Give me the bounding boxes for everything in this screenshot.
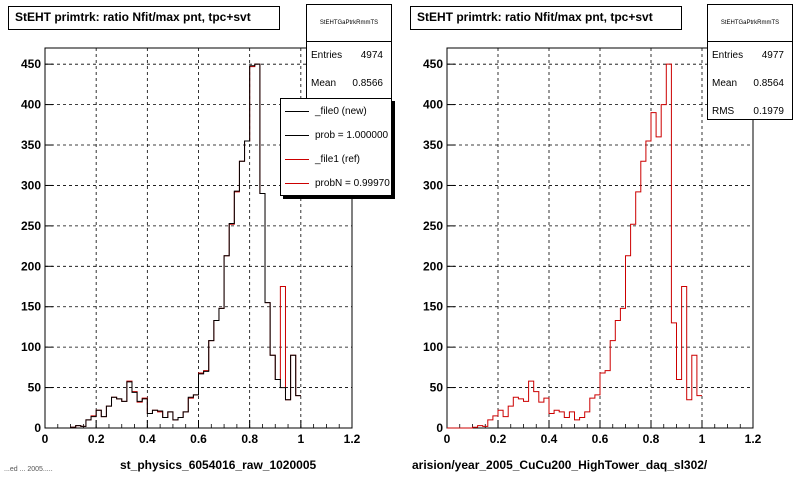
right-y-tick-label: 300	[423, 178, 443, 192]
left-footer-label: st_physics_6054016_raw_1020005	[120, 458, 317, 472]
legend-swatch-probn	[285, 182, 309, 184]
right-stats-name: StEHTGaPtrkRmmTS	[708, 5, 792, 42]
left-plot-title-text: StEHT primtrk: ratio Nfit/max pnt, tpc+s…	[15, 10, 251, 24]
left-x-tick-label: 0.2	[88, 432, 105, 446]
right-x-tick-label: 0.8	[643, 432, 660, 446]
left-y-tick-label: 0	[34, 421, 41, 435]
left-x-tick-label: 0	[42, 432, 49, 446]
right-mean-value: 0.8564	[753, 78, 784, 89]
right-y-tick-label: 400	[423, 98, 443, 112]
right-mean-label: Mean	[712, 78, 738, 89]
right-stats-box: StEHTGaPtrkRmmTS Entries 4977 Mean 0.856…	[707, 4, 793, 120]
left-series-file0-new	[45, 63, 301, 429]
legend-swatch-file1	[285, 158, 309, 160]
right-entries-value: 4977	[761, 50, 784, 61]
right-plot-title-text: StEHT primtrk: ratio Nfit/max pnt, tpc+s…	[417, 10, 653, 24]
right-stats-rms: RMS 0.1979	[708, 98, 792, 126]
legend-label-file1: _file1 (ref)	[315, 153, 361, 165]
left-y-tick-label: 250	[21, 219, 41, 233]
legend-label-probn: probN = 0.99970	[315, 177, 390, 189]
left-stats-mean: Mean 0.8566	[307, 70, 391, 98]
right-y-tick-label: 350	[423, 138, 443, 152]
left-entries-value: 4974	[360, 50, 383, 61]
bottom-note: ...ed ... 2005.....	[4, 466, 53, 473]
right-plot-title: StEHT primtrk: ratio Nfit/max pnt, tpc+s…	[410, 6, 682, 30]
right-y-tick-label: 150	[423, 300, 443, 314]
left-y-tick-label: 100	[21, 340, 41, 354]
left-mean-label: Mean	[311, 78, 337, 89]
left-legend: _file0 (new) prob = 1.000000 _file1 (ref…	[280, 98, 392, 196]
right-entries-label: Entries	[712, 50, 744, 61]
right-y-tick-label: 50	[430, 381, 444, 395]
right-x-tick-label: 0.6	[592, 432, 609, 446]
left-x-tick-label: 1.2	[344, 432, 361, 446]
left-stats-entries: Entries 4974	[307, 42, 391, 70]
right-stats-entries: Entries 4977	[708, 42, 792, 70]
right-x-tick-label: 1.2	[745, 432, 762, 446]
left-x-tick-label: 0.8	[241, 432, 258, 446]
right-y-tick-label: 250	[423, 219, 443, 233]
right-y-tick-label: 0	[436, 421, 443, 435]
right-rms-value: 0.1979	[753, 106, 784, 117]
left-y-tick-label: 400	[21, 98, 41, 112]
right-x-tick-label: 1	[699, 432, 706, 446]
left-y-tick-label: 300	[21, 178, 41, 192]
legend-label-prob: prob = 1.000000	[315, 129, 389, 141]
right-footer-label: arision/year_2005_CuCu200_HighTower_daq_…	[412, 458, 708, 472]
left-y-tick-label: 150	[21, 300, 41, 314]
right-x-tick-label: 0	[444, 432, 451, 446]
left-x-tick-label: 0.6	[190, 432, 207, 446]
right-stats-mean: Mean 0.8564	[708, 70, 792, 98]
left-stats-box: StEHTGaPtrkRmmTS Entries 4974 Mean 0.856…	[306, 4, 392, 100]
left-entries-label: Entries	[311, 50, 343, 61]
left-mean-value: 0.8566	[352, 78, 383, 89]
left-plot-title: StEHT primtrk: ratio Nfit/max pnt, tpc+s…	[8, 6, 280, 30]
legend-label-file0: _file0 (new)	[315, 105, 367, 117]
right-x-tick-label: 0.4	[541, 432, 558, 446]
left-y-tick-label: 50	[28, 381, 42, 395]
right-y-tick-label: 450	[423, 57, 443, 71]
right-plot-frame	[446, 47, 754, 429]
legend-entry-file0: _file0 (new)	[281, 99, 391, 123]
right-y-tick-label: 100	[423, 340, 443, 354]
legend-entry-probn: probN = 0.99970	[281, 171, 391, 195]
left-y-tick-label: 200	[21, 259, 41, 273]
left-x-tick-label: 0.4	[139, 432, 156, 446]
right-y-tick-label: 200	[423, 259, 443, 273]
right-x-tick-label: 0.2	[490, 432, 507, 446]
legend-swatch-prob	[285, 134, 309, 136]
legend-swatch-file0	[285, 110, 309, 112]
left-x-tick-label: 1	[297, 432, 304, 446]
legend-entry-file1: _file1 (ref)	[281, 147, 391, 171]
legend-entry-prob: prob = 1.000000	[281, 123, 391, 147]
left-y-tick-label: 350	[21, 138, 41, 152]
left-y-tick-label: 450	[21, 57, 41, 71]
right-rms-label: RMS	[712, 106, 735, 117]
left-stats-name: StEHTGaPtrkRmmTS	[307, 5, 391, 42]
right-series-file1-ref	[447, 63, 702, 429]
